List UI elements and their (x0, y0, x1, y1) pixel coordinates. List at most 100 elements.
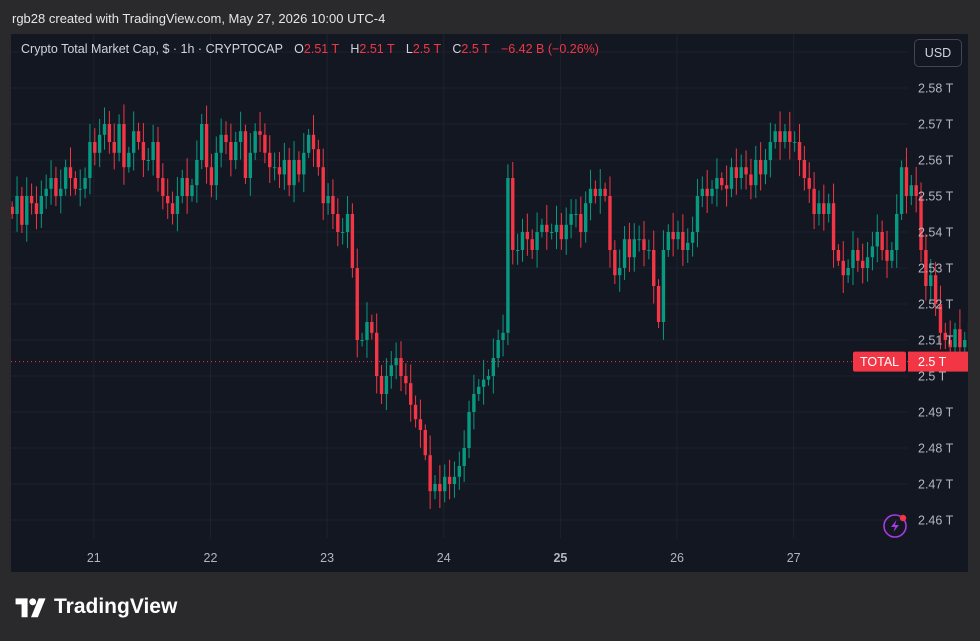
close-label: C (452, 42, 462, 56)
candle (895, 194, 899, 268)
candle-body (802, 160, 807, 178)
candle-body (306, 134, 311, 153)
candle (583, 191, 588, 243)
candle-body (841, 260, 845, 276)
currency-button[interactable]: USD (914, 39, 962, 67)
candle (914, 166, 918, 213)
candle (729, 157, 734, 198)
candle (661, 230, 666, 340)
candle-body (788, 131, 792, 142)
candle-body (540, 224, 544, 232)
candle (311, 115, 316, 167)
candle (491, 338, 496, 394)
candle (520, 218, 525, 262)
candle (943, 322, 948, 350)
candlestick-chart[interactable]: 2.46 T 2.47 T 2.48 T 2.49 T 2.5 T 2.51 T 2.52 … (11, 34, 968, 572)
candle (209, 153, 214, 198)
candle-body (78, 188, 82, 190)
y-tick-label: 2.47 T (918, 478, 954, 492)
candle-body (316, 149, 321, 168)
candle (579, 196, 583, 248)
y-tick-label: 2.54 T (918, 226, 954, 240)
candle-body (617, 268, 622, 276)
candle (68, 147, 73, 196)
candle (219, 118, 223, 168)
candle-body (870, 246, 875, 258)
candle-body (180, 178, 184, 196)
candle (676, 220, 680, 250)
candle (131, 111, 136, 171)
low-label: L (405, 42, 413, 56)
candle (647, 239, 651, 260)
candle (569, 199, 573, 239)
candle-body (331, 196, 335, 214)
candle (141, 123, 146, 178)
candle-body (861, 260, 865, 268)
candle-body (200, 124, 204, 160)
candle-body (715, 178, 719, 189)
candle (919, 182, 923, 263)
candle-body (501, 332, 505, 340)
candle-body (549, 232, 554, 233)
candle-body (141, 142, 146, 160)
price-axis: 2.46 T 2.47 T 2.48 T 2.49 T 2.5 T 2.51 T 2.52 … (918, 46, 954, 528)
candle-body (826, 203, 831, 214)
candle-body (272, 167, 277, 169)
candle (29, 183, 34, 215)
candle (331, 179, 335, 229)
candle-body (302, 152, 306, 175)
candle-body (404, 376, 408, 384)
candle-body (783, 131, 787, 142)
candle-body (438, 484, 442, 492)
candle-body (452, 476, 457, 484)
y-tick-label: 2.5 T (918, 370, 947, 384)
candle (715, 158, 719, 207)
candle (302, 133, 306, 193)
y-tick-label: 2.57 T (918, 118, 954, 132)
candle (535, 212, 539, 268)
x-tick-label: 22 (204, 551, 218, 565)
open-label: O (294, 42, 304, 56)
candle (481, 359, 486, 405)
candle (929, 258, 933, 301)
candle-body (292, 160, 296, 186)
candle-body (68, 167, 73, 178)
candle-body (248, 152, 253, 178)
candle-body (530, 239, 534, 250)
candle (856, 237, 860, 272)
tradingview-logo-icon (15, 598, 46, 618)
candle (899, 160, 904, 220)
candle (379, 365, 384, 404)
candle (511, 161, 515, 265)
candle-body (637, 239, 641, 241)
candle-body (112, 142, 116, 153)
candle (870, 231, 875, 271)
candle (156, 126, 160, 192)
candle-body (758, 160, 763, 175)
candle (720, 172, 724, 191)
lightning-icon[interactable] (883, 514, 907, 538)
candle (447, 459, 452, 500)
candle-body (234, 142, 238, 160)
symbol-legend: Crypto Total Market Cap, $ · 1h · CRYPTO… (21, 42, 599, 56)
candle-body (739, 167, 743, 178)
candle-body (443, 476, 447, 492)
candle (525, 213, 530, 256)
candle-body (321, 167, 325, 204)
candle (345, 196, 350, 249)
y-tick-label: 2.46 T (918, 514, 954, 528)
candle (666, 224, 670, 257)
candle-body (856, 250, 860, 261)
chart-frame[interactable]: Crypto Total Market Cap, $ · 1h · CRYPTO… (11, 34, 968, 572)
candle (287, 147, 291, 197)
candle-body (851, 250, 855, 268)
candle-body (423, 430, 427, 456)
x-tick-label: 21 (87, 551, 101, 565)
candle (389, 351, 393, 389)
candle (763, 149, 768, 185)
candle-body (676, 232, 680, 240)
candle (268, 135, 272, 184)
candle-body (477, 386, 481, 394)
candle-body (25, 196, 29, 225)
candle-body (214, 152, 218, 186)
